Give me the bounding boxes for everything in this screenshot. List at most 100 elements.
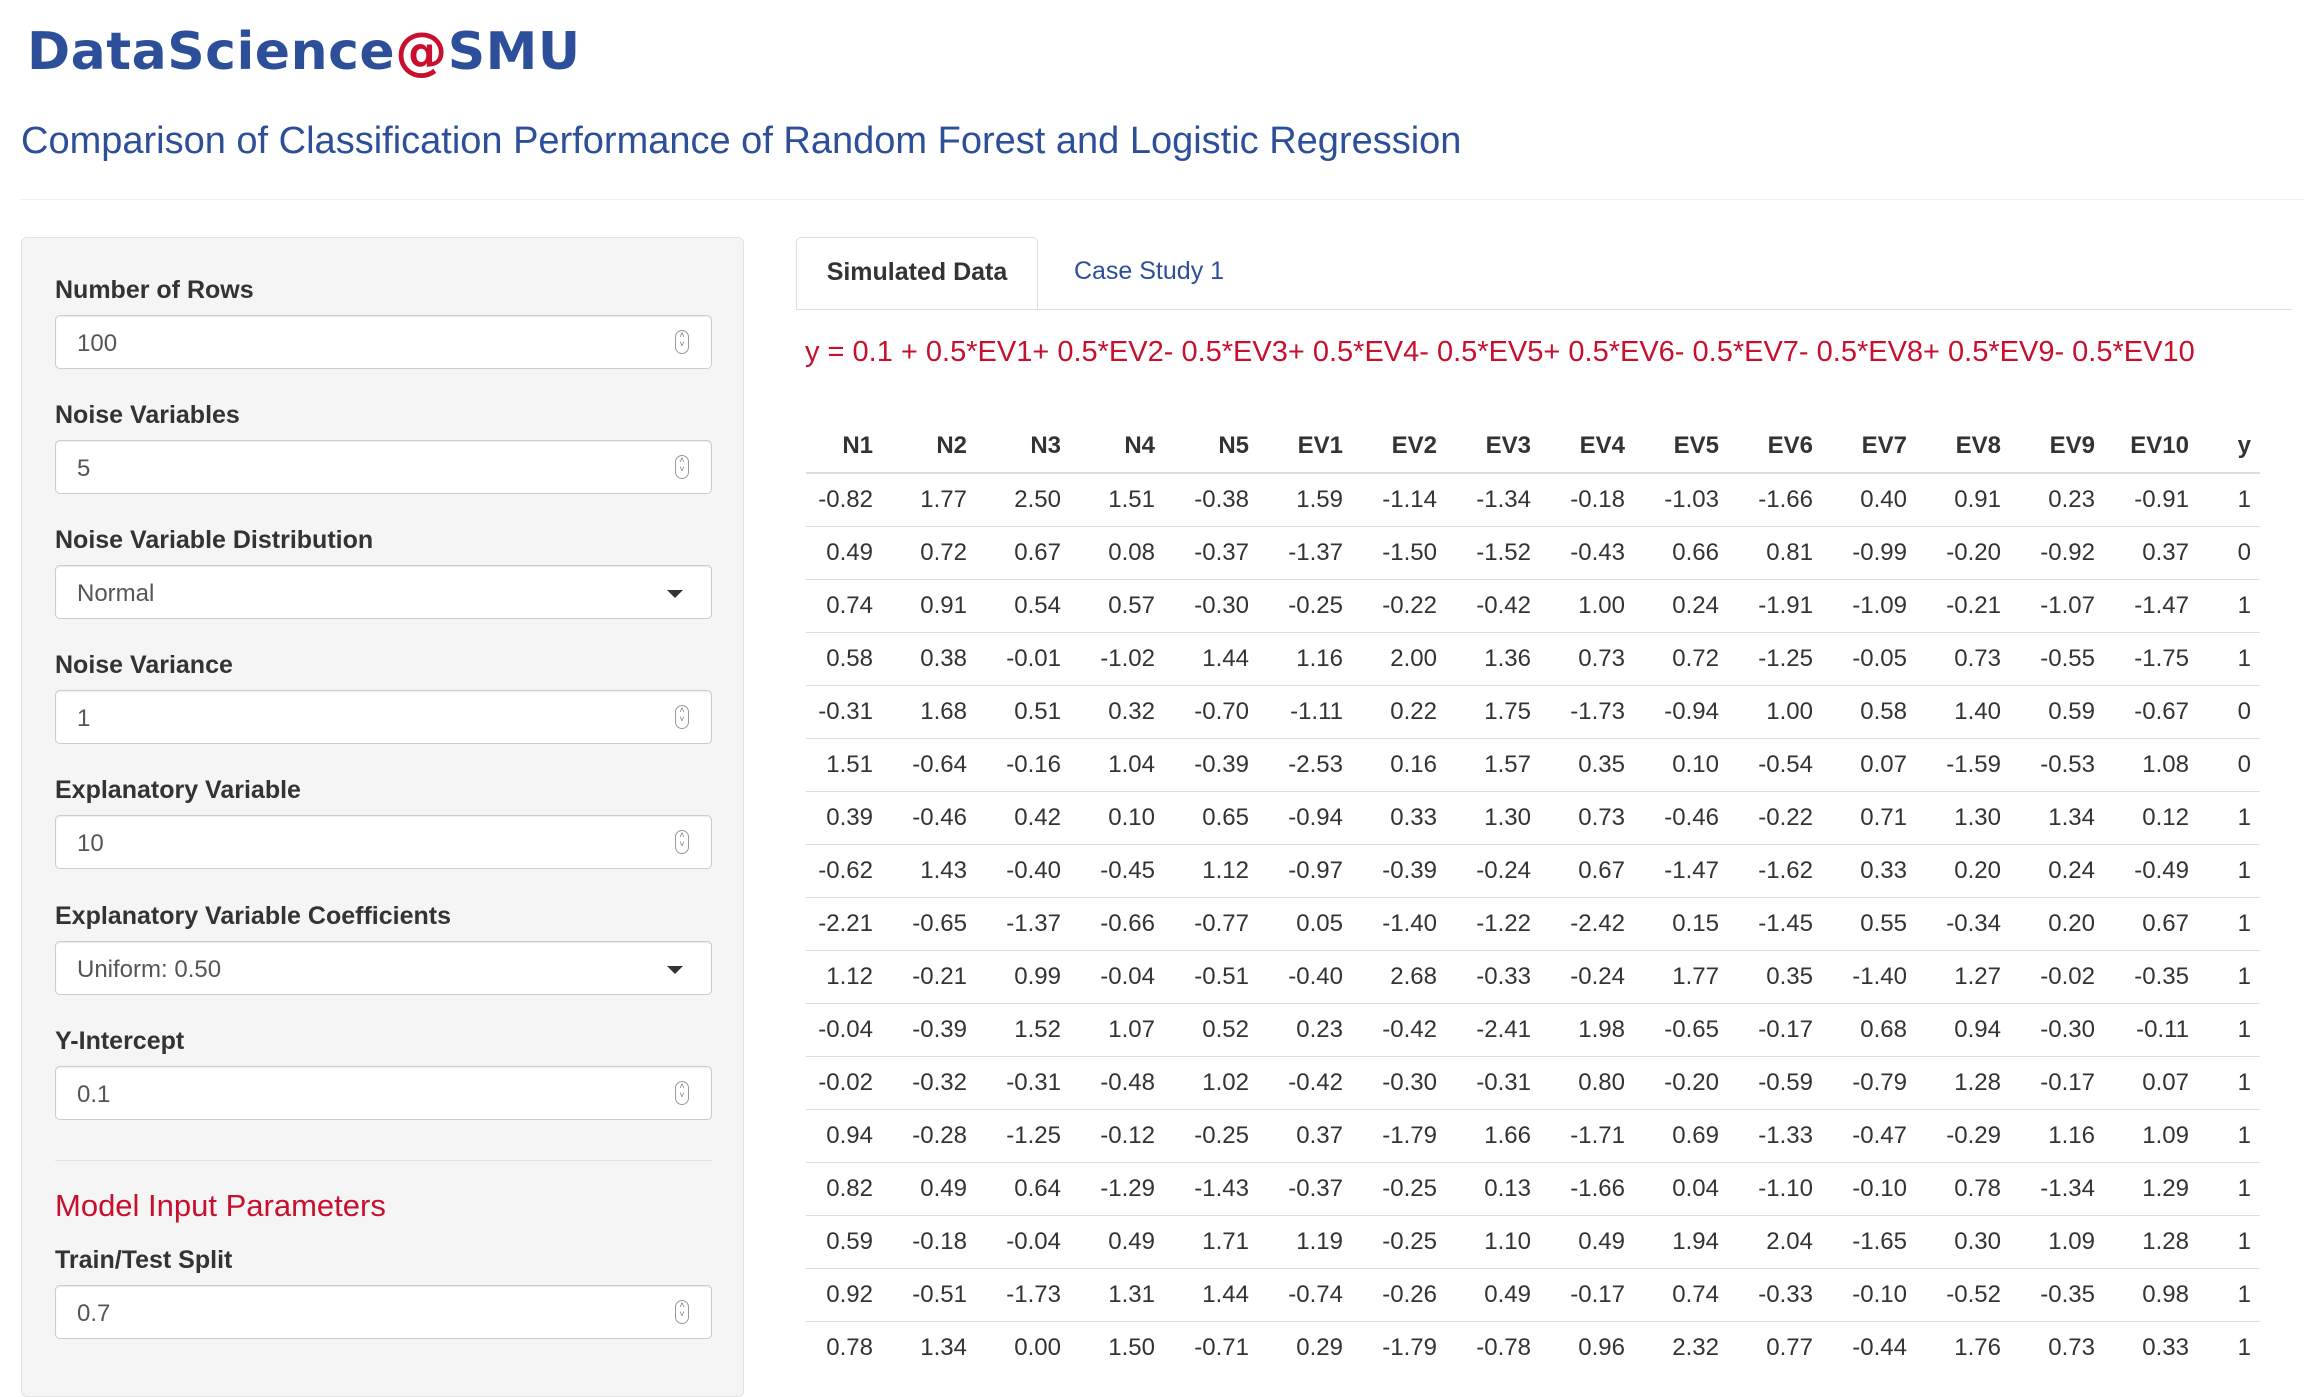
table-cell: 0.07 [1822,738,1916,792]
table-cell: -1.37 [976,897,1070,951]
column-header: EV4 [1540,420,1634,474]
table-cell: 0.38 [882,632,976,686]
table-cell: -0.49 [2104,844,2198,898]
table-cell: 0.58 [806,632,882,686]
spinner-icon[interactable]: ˄ ˅ [675,705,689,729]
table-cell: -0.67 [2104,685,2198,739]
y-intercept-input[interactable]: 0.1 ˄ ˅ [55,1066,712,1120]
noise-distribution-select[interactable]: Normal [55,565,712,619]
table-cell: 1.34 [882,1321,976,1374]
noise-variance-label: Noise Variance [55,651,233,679]
number-of-rows-input[interactable]: 100 ˄ ˅ [55,315,712,369]
table-cell: -0.02 [806,1056,882,1110]
spinner-icon[interactable]: ˄ ˅ [675,830,689,854]
spinner-icon[interactable]: ˄ ˅ [675,1300,689,1324]
table-cell: 0.78 [1916,1162,2010,1216]
table-row: -0.31 1.68 0.51 0.32 -0.70 -1.11 0.22 1.75 -1.73… [806,685,2260,739]
table-cell: -1.22 [1446,897,1540,951]
table-cell: -1.25 [1728,632,1822,686]
table-cell: -0.92 [2010,526,2104,580]
table-cell: 1.44 [1164,632,1258,686]
table-cell: 0.08 [1070,526,1164,580]
table-cell: 1 [2198,1268,2260,1322]
column-header: EV7 [1822,420,1916,474]
table-cell: -0.22 [1352,579,1446,633]
table-cell: 0.30 [1916,1215,2010,1269]
tab-bar: Simulated Data Case Study 1 [796,237,2304,310]
table-cell: -1.09 [1822,579,1916,633]
table-cell: 0 [2198,526,2260,580]
table-cell: -0.35 [2104,950,2198,1004]
brand-logo: DataScience@SMU [27,22,581,82]
table-cell: 0.35 [1540,738,1634,792]
noise-variance-input[interactable]: 1 ˄ ˅ [55,690,712,744]
table-cell: -1.34 [2010,1162,2104,1216]
table-cell: 0.10 [1070,791,1164,845]
table-cell: -0.18 [1540,472,1634,527]
table-row: -2.21 -0.65 -1.37 -0.66 -0.77 0.05 -1.40 -1.22-… [806,897,2260,951]
table-cell: -0.29 [1916,1109,2010,1163]
table-cell: 0.37 [2104,526,2198,580]
table-cell: -0.40 [1258,950,1352,1004]
table-cell: -0.65 [882,897,976,951]
noise-variables-input[interactable]: 5 ˄ ˅ [55,440,712,494]
table-cell: -0.25 [1164,1109,1258,1163]
table-cell: -0.79 [1822,1056,1916,1110]
table-cell: -0.31 [806,685,882,739]
table-cell: 0.05 [1258,897,1352,951]
table-cell: -1.59 [1916,738,2010,792]
table-cell: -0.30 [1352,1056,1446,1110]
table-cell: -0.39 [882,1003,976,1057]
table-cell: 1.71 [1164,1215,1258,1269]
table-cell: -0.97 [1258,844,1352,898]
explanatory-variable-input[interactable]: 10 ˄ ˅ [55,815,712,869]
spinner-icon[interactable]: ˄ ˅ [675,455,689,479]
table-cell: 0.51 [976,685,1070,739]
model-input-heading: Model Input Parameters [55,1188,386,1223]
table-cell: -1.45 [1728,897,1822,951]
table-cell: -0.99 [1822,526,1916,580]
spinner-icon[interactable]: ˄ ˅ [675,1081,689,1105]
table-cell: 0.68 [1822,1003,1916,1057]
tab-simulated-data[interactable]: Simulated Data [796,237,1038,310]
table-cell: 0.49 [1446,1268,1540,1322]
table-cell: -0.40 [976,844,1070,898]
table-cell: -0.54 [1728,738,1822,792]
table-cell: -1.73 [1540,685,1634,739]
table-cell: 0.49 [1070,1215,1164,1269]
brand-name: DataScience [27,22,396,82]
table-cell: -2.53 [1258,738,1352,792]
table-cell: 1.34 [2010,791,2104,845]
table-cell: -0.17 [1540,1268,1634,1322]
table-cell: -1.91 [1728,579,1822,633]
table-cell: 1.75 [1446,685,1540,739]
table-cell: 0.16 [1352,738,1446,792]
table-cell: -1.47 [2104,579,2198,633]
table-cell: 0.52 [1164,1003,1258,1057]
number-of-rows-label: Number of Rows [55,276,254,304]
table-cell: -0.11 [2104,1003,2198,1057]
table-cell: -0.01 [976,632,1070,686]
table-cell: 1.68 [882,685,976,739]
table-cell: -1.73 [976,1268,1070,1322]
page-title: Comparison of Classification Performance… [21,120,1462,162]
table-cell: 2.32 [1634,1321,1728,1374]
tab-case-study-1[interactable]: Case Study 1 [1073,257,1225,285]
ev-coefficients-select[interactable]: Uniform: 0.50 [55,941,712,995]
table-cell: 0.94 [1916,1003,2010,1057]
table-cell: 0.73 [1916,632,2010,686]
table-cell: -0.71 [1164,1321,1258,1374]
table-cell: -0.34 [1916,897,2010,951]
spinner-icon[interactable]: ˄ ˅ [675,330,689,354]
table-cell: -1.40 [1822,950,1916,1004]
table-cell: -1.79 [1352,1321,1446,1374]
table-cell: 0.94 [806,1109,882,1163]
table-cell: 1.09 [2104,1109,2198,1163]
table-cell: -0.66 [1070,897,1164,951]
table-cell: 0.32 [1070,685,1164,739]
table-cell: 0.96 [1540,1321,1634,1374]
table-row: 0.82 0.49 0.64 -1.29 -1.43 -0.37 -0.25 0.13 -1.6… [806,1162,2260,1216]
table-cell: 1.57 [1446,738,1540,792]
table-cell: 1.94 [1634,1215,1728,1269]
train-test-split-input[interactable]: 0.7 ˄ ˅ [55,1285,712,1339]
